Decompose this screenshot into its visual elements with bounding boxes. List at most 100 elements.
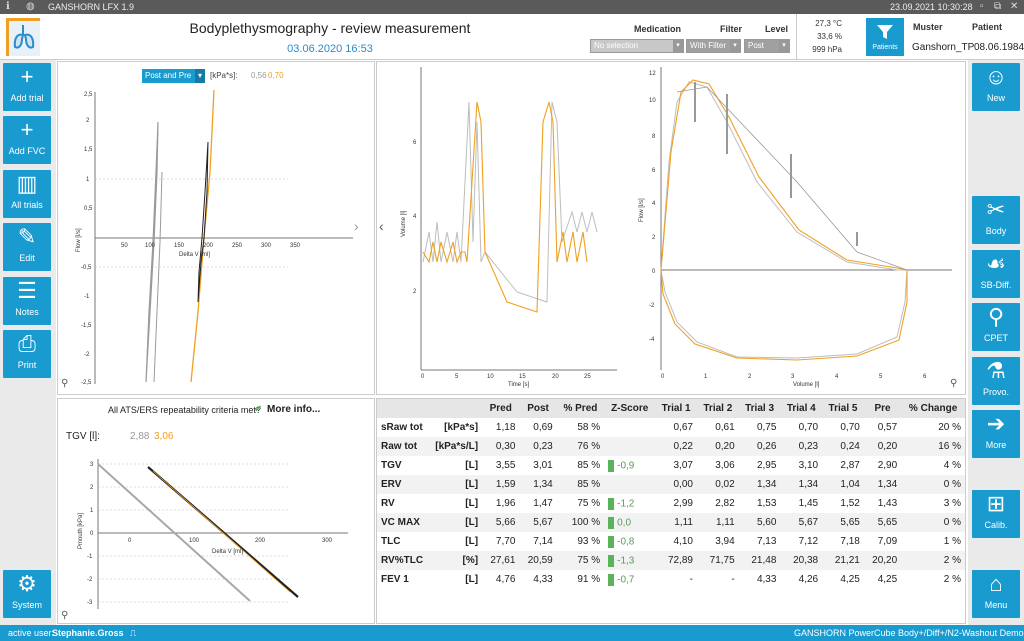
cell-t3: 1,34 [738, 475, 781, 494]
system-button[interactable]: ⚙ System [3, 570, 51, 618]
results-table: Pred Post % Pred Z-Score Trial 1 Trial 2… [377, 399, 965, 589]
table-row: FEV 1 [L] 4,76 4,33 91 % -0,7 - - 4,33 4,26 4,25 4,… [377, 570, 965, 589]
zscore-value: -1,2 [617, 498, 635, 510]
menu-button[interactable]: ⌂ Menu [972, 570, 1020, 618]
new-button[interactable]: ☺ New [972, 63, 1020, 111]
cell-t4: 0,70 [798, 422, 819, 433]
cell-pre: 2,90 [877, 460, 898, 471]
x-axis-label: Volume [l] [793, 382, 820, 388]
cpet-button[interactable]: ⚲ CPET [972, 303, 1020, 351]
filter-label: Filter [720, 24, 743, 34]
y-tick: -2,5 [81, 380, 92, 386]
level-label: Level [765, 24, 789, 34]
arrow-right-icon: ➔ [986, 411, 1006, 436]
zscore-value: -1,3 [617, 555, 635, 567]
table-row: TLC [L] 7,70 7,14 93 % -0,8 4,10 3,94 7,13 7,12 7,… [377, 532, 965, 551]
y-tick: -2 [84, 352, 90, 358]
minimize-icon[interactable]: ▫ [980, 1, 984, 12]
more-info-link[interactable]: More info... [267, 404, 321, 415]
y-tick: 2 [86, 118, 90, 124]
calibration-icon: ⊞ [986, 491, 1006, 516]
zoom-icon[interactable]: ⚲ [950, 378, 958, 389]
cell-chg: 4 % [943, 460, 961, 471]
globe-icon[interactable]: ◍ [26, 1, 35, 12]
table-row: RV [L] 1,96 1,47 75 % -1,2 2,99 2,82 1,53 1,45 1,5… [377, 494, 965, 513]
row-label: TLC [L] [377, 532, 482, 551]
lungs-logo [6, 18, 40, 56]
cell-pred: 1,18 [495, 422, 516, 433]
podium-icon: ▥ [16, 171, 38, 196]
y-tick: 4 [413, 214, 417, 220]
cell-pre: 4,25 [877, 574, 898, 585]
page-title: Bodyplethysmography - review measurement [189, 20, 471, 36]
close-icon[interactable]: ✕ [1010, 1, 1019, 12]
cell-z: -0,8 [604, 532, 655, 551]
device-name: GANSHORN PowerCube Body+/Diff+/N2-Washou… [794, 628, 1024, 638]
cell-chg: 2 % [943, 574, 961, 585]
cell-t3: 5,60 [738, 513, 781, 532]
chevron-down-icon: ▾ [779, 40, 789, 52]
cell-chg: 0 % [901, 513, 965, 532]
provo-button[interactable]: ⚗ Provo. [972, 357, 1020, 405]
row-unit: [kPa*s/L] [435, 441, 479, 452]
muster-label: Muster [913, 22, 943, 32]
check-icon: ✔ [254, 404, 263, 415]
notes-icon: ☰ [17, 278, 37, 303]
row-name: ERV [381, 479, 402, 490]
cell-pred: 1,96 [495, 498, 516, 509]
zoom-icon[interactable]: ⚲ [61, 378, 69, 389]
add-trial-button[interactable]: + Add trial [3, 63, 51, 111]
y-tick: 12 [649, 71, 656, 77]
cell-chg: 1 % [943, 536, 961, 547]
cell-pred: 7,70 [495, 536, 516, 547]
cell-t2: - [731, 574, 735, 585]
x-tick: 150 [174, 243, 185, 249]
cell-post: 1,34 [519, 475, 557, 494]
cell-t5: 0,70 [840, 422, 860, 433]
trial-selector[interactable]: Post and Pre [142, 69, 204, 83]
cell-t1: 3,07 [673, 460, 693, 471]
resistance-pre-value: 0,56 [251, 71, 267, 80]
cell-pct: 58 % [577, 422, 601, 433]
zoom-icon[interactable]: ⚲ [61, 610, 69, 621]
patients-button[interactable]: Patients [866, 18, 904, 56]
table-row: VC MAX [L] 5,66 5,67 100 % 0,0 1,11 1,11 5,60 5,6… [377, 513, 965, 532]
cell-t1: 0,22 [655, 437, 697, 456]
medication-select[interactable]: No selection ▾ [590, 39, 684, 53]
resistance-post-value: 0,70 [268, 71, 284, 80]
body-button[interactable]: ✂ Body [972, 196, 1020, 244]
calib-button[interactable]: ⊞ Calib. [972, 490, 1020, 538]
chevron-right-icon[interactable]: › [354, 218, 359, 234]
chevron-left-icon[interactable]: ‹ [379, 218, 384, 234]
all-trials-button[interactable]: ▥ All trials [3, 170, 51, 218]
measurement-date: 03.06.2020 16:53 [287, 43, 373, 55]
y-tick: 2 [90, 485, 94, 491]
cell-t1: 0,00 [655, 475, 697, 494]
zscore-bar [608, 573, 615, 586]
row-label: ERV [L] [377, 475, 483, 494]
tgv-chart: Delta V [ml] Pmouth [kPa] 0 100 200 300 … [78, 459, 348, 609]
chevron-down-icon[interactable]: ▾ [195, 69, 205, 83]
more-button[interactable]: ➔ More [972, 410, 1020, 458]
cell-pred: 5,66 [482, 513, 520, 532]
x-tick: 0 [128, 538, 132, 544]
filter-select[interactable]: With Filter ▾ [686, 39, 741, 53]
cell-t4: 7,12 [798, 536, 819, 547]
zscore-bar [608, 497, 615, 510]
print-button[interactable]: ⎙ Print [3, 330, 51, 378]
add-fvc-button[interactable]: + Add FVC [3, 116, 51, 164]
cell-pred: 3,55 [495, 460, 516, 471]
sb-diff-button[interactable]: ☙ SB-Diff. [972, 250, 1020, 298]
col-name [377, 399, 483, 418]
cell-t2: 2,82 [715, 498, 735, 509]
patient-label: Patient [972, 22, 1003, 32]
level-select[interactable]: Post ▾ [744, 39, 790, 53]
cell-pct: 93 % [577, 536, 601, 547]
notes-button[interactable]: ☰ Notes [3, 277, 51, 325]
cell-t2: 71,75 [696, 551, 739, 570]
edit-button[interactable]: ✎ Edit [3, 223, 51, 271]
cell-t1: 0,67 [673, 422, 693, 433]
restore-icon[interactable]: ⧉ [994, 1, 1002, 12]
info-icon[interactable]: ℹ [6, 1, 10, 12]
col-trial5: Trial 5 [822, 399, 864, 418]
